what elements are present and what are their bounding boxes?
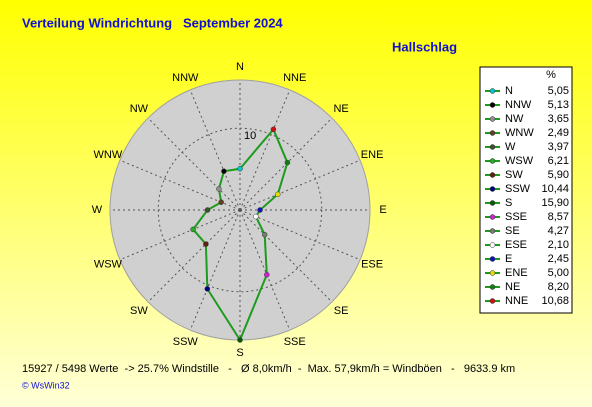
- series-line: [191, 127, 289, 343]
- legend-label: SSE: [505, 211, 527, 223]
- legend-label: ENE: [505, 267, 528, 279]
- spoke: [239, 209, 361, 261]
- legend-label: NW: [505, 113, 524, 125]
- legend-label: W: [505, 141, 516, 153]
- r-tick-label: 10: [244, 130, 256, 142]
- legend-label: WSW: [505, 155, 534, 167]
- legend-value: 2,45: [548, 253, 569, 265]
- direction-label: S: [236, 347, 243, 359]
- grid-ring: [157, 127, 323, 293]
- legend-marker: [489, 284, 496, 290]
- direction-label: WSW: [94, 259, 123, 271]
- legend-label: N: [505, 85, 513, 97]
- legend-value: 5,90: [548, 169, 569, 181]
- direction-label: W: [92, 204, 103, 216]
- legend-label: SW: [505, 169, 523, 181]
- point: [257, 207, 263, 213]
- legend-value: 8,20: [548, 281, 569, 293]
- legend-marker: [489, 116, 496, 122]
- spoke: [239, 89, 291, 211]
- direction-label: SE: [334, 305, 349, 317]
- spoke: [189, 89, 241, 211]
- legend-label: NNW: [505, 99, 532, 111]
- direction-label: NNW: [172, 72, 199, 84]
- direction-label: SW: [130, 305, 148, 317]
- spoke: [189, 209, 241, 331]
- direction-label: WNW: [94, 149, 123, 161]
- point: [284, 159, 291, 166]
- direction-label: SSW: [173, 336, 199, 348]
- spoke: [239, 159, 361, 211]
- legend-value: 8,57: [548, 211, 569, 223]
- point: [204, 207, 211, 213]
- footer: 15927 / 5498 Werte -> 25.7% Windstille -…: [22, 363, 515, 375]
- legend-marker: [489, 158, 496, 164]
- direction-label: SSE: [284, 336, 306, 348]
- legend-marker: [489, 130, 496, 136]
- legend-value: 2,10: [548, 239, 569, 251]
- legend-value: 2,49: [548, 127, 569, 139]
- direction-label: NNE: [283, 72, 306, 84]
- point: [237, 337, 243, 343]
- legend-marker: [489, 102, 496, 108]
- legend-value: 6,21: [548, 155, 569, 167]
- credit: © WsWin32: [22, 380, 70, 390]
- legend-value: 3,97: [548, 141, 569, 153]
- legend-label: NNE: [505, 295, 528, 307]
- legend-value: 3,65: [548, 113, 569, 125]
- legend-value: 10,68: [541, 295, 569, 307]
- legend-value: 5,13: [548, 99, 569, 111]
- direction-label: NE: [333, 103, 348, 115]
- legend-marker: [489, 242, 496, 248]
- point: [253, 213, 259, 220]
- point: [275, 191, 281, 198]
- legend-marker: [489, 88, 496, 94]
- chart-subtitle: Hallschlag: [392, 39, 457, 54]
- point: [216, 186, 222, 192]
- direction-label: ENE: [361, 149, 384, 161]
- point: [237, 165, 243, 172]
- legend-label: WNW: [505, 127, 534, 139]
- legend-label: SE: [505, 225, 520, 237]
- direction-label: NW: [130, 103, 149, 115]
- legend-marker: [489, 228, 496, 234]
- spoke: [239, 209, 291, 331]
- direction-label: E: [379, 204, 386, 216]
- legend-marker: [489, 214, 496, 220]
- spoke: [147, 209, 241, 303]
- legend-value: 4,27: [548, 225, 569, 237]
- legend-marker: [489, 256, 496, 262]
- legend-label: SSW: [505, 183, 531, 195]
- legend-value: 15,90: [541, 197, 569, 209]
- spoke: [239, 209, 333, 303]
- legend-label: S: [505, 197, 512, 209]
- point: [204, 286, 211, 292]
- direction-label: ESE: [361, 259, 383, 271]
- legend-marker: [489, 172, 496, 178]
- spoke: [147, 117, 241, 211]
- legend-marker: [489, 144, 496, 150]
- legend-header: %: [546, 69, 556, 81]
- point: [221, 168, 227, 174]
- legend-marker: [489, 200, 496, 206]
- legend-value: 5,05: [548, 85, 569, 97]
- direction-label: N: [236, 61, 244, 73]
- point: [203, 241, 209, 247]
- point: [190, 226, 196, 233]
- spoke: [119, 209, 241, 261]
- legend-label: NE: [505, 281, 520, 293]
- legend-value: 5,00: [548, 267, 569, 279]
- legend-marker: [489, 186, 496, 192]
- legend-marker: [489, 298, 496, 304]
- point: [270, 126, 277, 133]
- legend-label: ESE: [505, 239, 527, 251]
- chart-title: Verteilung Windrichtung September 2024: [22, 15, 283, 30]
- legend-value: 10,44: [541, 183, 569, 195]
- legend-marker: [489, 270, 496, 276]
- point: [261, 231, 268, 238]
- point: [264, 271, 270, 278]
- point: [218, 199, 224, 205]
- legend-label: E: [505, 253, 512, 265]
